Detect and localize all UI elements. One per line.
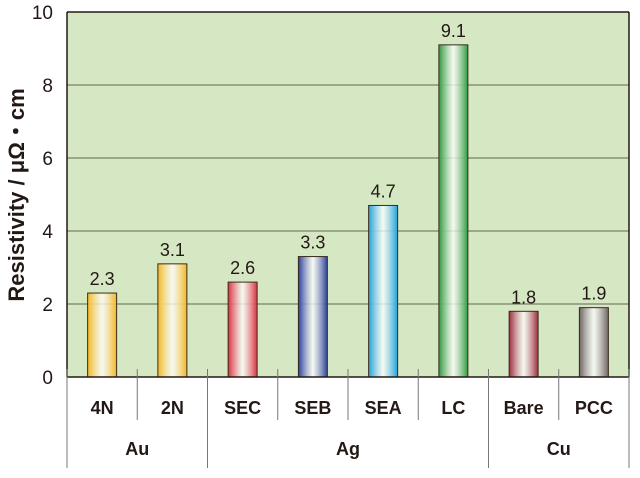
y-tick-label: 8 xyxy=(42,76,53,97)
x-category-label: 2N xyxy=(161,398,184,418)
data-label: 4.7 xyxy=(371,181,396,201)
group-label: Au xyxy=(125,439,149,459)
data-label: 3.3 xyxy=(300,233,325,253)
y-tick-label: 2 xyxy=(42,295,53,316)
bar-sea xyxy=(368,204,399,378)
y-axis-label: Resistivity / μΩ・cm xyxy=(4,88,29,301)
gridlines xyxy=(67,84,629,305)
bar-4n xyxy=(87,292,118,378)
data-label: 2.6 xyxy=(230,258,255,278)
x-category-label: LC xyxy=(441,398,465,418)
x-category-label: 4N xyxy=(91,398,114,418)
plot-background xyxy=(67,12,629,377)
bar-seb xyxy=(297,256,328,378)
bar-lc xyxy=(438,44,469,378)
data-label: 2.3 xyxy=(90,269,115,289)
y-tick-label: 4 xyxy=(42,222,53,243)
group-label: Ag xyxy=(336,439,360,459)
x-category-label: SEA xyxy=(365,398,402,418)
y-tick-labels: 0 2 4 6 8 10 xyxy=(32,3,54,389)
data-label: 1.9 xyxy=(581,284,606,304)
y-tick-label: 10 xyxy=(32,3,53,24)
data-label: 1.8 xyxy=(511,287,536,307)
x-category-label: SEC xyxy=(224,398,261,418)
bars: 2.3 3.1 2.6 3.3 4.7 9.1 1.8 1.9 xyxy=(87,21,609,378)
bar-bare xyxy=(508,310,539,378)
x-category-label: SEB xyxy=(294,398,331,418)
x-category-labels: 4N 2N SEC SEB SEA LC Bare PCC Au Ag Cu xyxy=(66,369,630,468)
group-label: Cu xyxy=(547,439,571,459)
data-label: 3.1 xyxy=(160,240,185,260)
x-category-label: Bare xyxy=(504,398,544,418)
bar-sec xyxy=(227,281,258,378)
y-tick-label: 6 xyxy=(42,149,53,170)
bar-pcc xyxy=(578,307,609,378)
bar-2n xyxy=(157,263,188,378)
x-category-label: PCC xyxy=(575,398,613,418)
data-label: 9.1 xyxy=(441,21,466,41)
y-tick-label: 0 xyxy=(42,368,53,389)
